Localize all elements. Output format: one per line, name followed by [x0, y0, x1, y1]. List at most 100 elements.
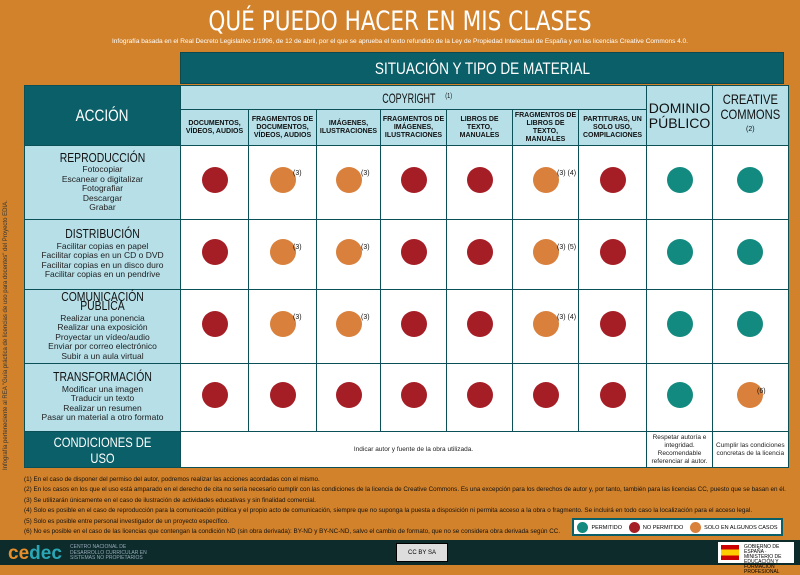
status-dot-no_permitido [400, 382, 427, 408]
status-dot-no_permitido [599, 239, 626, 265]
table-row: REPRODUCCIÓN Fotocopiar Escanear o digital… [24, 145, 789, 220]
status-dot-algunos [269, 239, 296, 265]
column-header: IMÁGENES, ILUSTRACIONES [316, 109, 381, 146]
action-item: Facilitar copias en papel [56, 240, 149, 251]
action-item: Facilitar copias en un disco duro [41, 259, 164, 270]
action-item: Proyectar un vídeo/audio [55, 331, 150, 342]
action-item: Subir a un aula virtual [61, 350, 144, 361]
status-cell [646, 145, 713, 220]
action-item: Modificar una imagen [61, 383, 144, 394]
status-dot-algunos [269, 311, 296, 337]
status-dot-no_permitido [400, 311, 427, 337]
status-dot-no_permitido [532, 382, 559, 408]
status-cell [446, 145, 513, 220]
status-dot-permitido [666, 167, 693, 193]
status-dot-algunos [532, 311, 559, 337]
status-dot-algunos [532, 239, 559, 265]
status-dot-no_permitido [466, 239, 493, 265]
status-dot-no_permitido [599, 167, 626, 193]
footnote-ref: (3) (4) [557, 314, 577, 321]
status-cell [578, 363, 647, 432]
status-cell [712, 219, 789, 290]
action-title: COMUNICACIÓN PÚBLICA [61, 288, 144, 314]
copyright-header: COPYRIGHT (1) [180, 85, 647, 110]
status-cell [180, 363, 249, 432]
action-title: REPRODUCCIÓN [59, 149, 146, 165]
legend-no-permitido: NO PERMITIDO [628, 521, 683, 533]
status-cell: (3) (4) [512, 289, 579, 364]
status-cell [578, 219, 647, 290]
status-cell [316, 363, 381, 432]
column-header: FRAGMENTOS DE DOCUMENTOS, VÍDEOS, AUDIOS [248, 109, 317, 146]
status-dot-algunos [532, 167, 559, 193]
status-dot-algunos [335, 311, 362, 337]
status-cell: (6) [712, 363, 789, 432]
status-cell [712, 289, 789, 364]
status-dot-permitido [666, 239, 693, 265]
dominio-header: DOMINIO PÚBLICO [646, 85, 713, 146]
table-row: COMUNICACIÓN PÚBLICA Realizar una ponenci… [24, 288, 789, 364]
status-dot-algunos [335, 239, 362, 265]
status-cell [646, 363, 713, 432]
status-dot-no_permitido [400, 167, 427, 193]
status-cell [380, 363, 447, 432]
status-cell [380, 219, 447, 290]
status-cell: (3) [316, 145, 381, 220]
status-dot-no_permitido [269, 382, 296, 408]
column-header: DOCUMENTOS, VÍDEOS, AUDIOS [180, 109, 249, 146]
action-item: Fotografiar [81, 183, 124, 193]
footnote-ref: (3) [293, 170, 302, 177]
action-item: Escanear o digitalizar [61, 173, 144, 184]
status-cell: (3) (5) [512, 219, 579, 290]
footer-bar: cedec CENTRO NACIONAL DE DESARROLLO CURR… [0, 540, 800, 575]
legend-algunos: SOLO EN ALGUNOS CASOS [690, 521, 778, 533]
action-item: Grabar [89, 202, 116, 212]
status-dot-algunos [335, 167, 362, 193]
status-dot-no_permitido [466, 311, 493, 337]
column-header: PARTITURAS, UN SOLO USO, COMPILACIONES [578, 109, 647, 146]
footnote: (5) Solo es posible entre personal inves… [24, 517, 230, 525]
condiciones-dominio: Respetar autoría e integridad. Recomenda… [646, 431, 713, 468]
status-dot-permitido [737, 167, 764, 193]
status-dot-no_permitido [335, 382, 362, 408]
status-dot-algunos [269, 167, 296, 193]
action-item: Descargar [82, 192, 123, 203]
status-cell [180, 145, 249, 220]
status-cell: (3) [248, 145, 317, 220]
column-header: LIBROS DE TEXTO, MANUALES [446, 109, 513, 146]
action-item: Facilitar copias en un pendrive [44, 269, 161, 280]
cc-license-badge: CC BY SA [396, 543, 448, 562]
gov-logo: GOBIERNO DE ESPAÑA · MINISTERIO DE EDUCA… [718, 542, 794, 575]
footnote-ref: (6) [757, 388, 766, 395]
status-cell: (3) (4) [512, 145, 579, 220]
action-cell: REPRODUCCIÓN Fotocopiar Escanear o digital… [24, 145, 181, 220]
status-cell [380, 145, 447, 220]
footnote: (1) En el caso de disponer del permiso d… [24, 476, 320, 483]
status-cell [180, 289, 249, 364]
side-note: Infografía perteneciente al REA "Guía pr… [3, 200, 9, 470]
status-dot-algunos [737, 382, 764, 408]
status-dot-no_permitido [466, 382, 493, 408]
status-dot-no_permitido [466, 167, 493, 193]
footnote-ref: (3) [361, 314, 370, 321]
action-item: Pasar un material a otro formato [41, 412, 164, 423]
cedec-logo: cedec [8, 543, 62, 564]
action-item: Realizar una exposición [57, 322, 148, 333]
footnotes: (1) En el caso de disponer del permiso d… [24, 475, 786, 537]
footnote-ref: (3) [361, 170, 370, 177]
status-cell [446, 219, 513, 290]
footnote: (2) En los casos en los que el uso está … [24, 486, 786, 494]
footnote-ref: (3) (4) [557, 170, 577, 177]
footnote-ref: (3) (5) [557, 244, 577, 251]
footnote: (4) Solo es posible en el caso de reprod… [24, 507, 753, 515]
status-dot-no_permitido [599, 382, 626, 408]
status-cell: (3) [316, 219, 381, 290]
situacion-header: SITUACIÓN Y TIPO DE MATERIAL [180, 52, 784, 84]
footnote-ref: (3) [361, 244, 370, 251]
subtitle: Infografía basada en el Real Decreto Leg… [112, 38, 688, 45]
status-cell [578, 145, 647, 220]
action-item: Traducir un texto [70, 393, 135, 404]
action-title: DISTRIBUCIÓN [65, 226, 140, 242]
status-cell [446, 363, 513, 432]
footnote-ref: (3) [293, 244, 302, 251]
